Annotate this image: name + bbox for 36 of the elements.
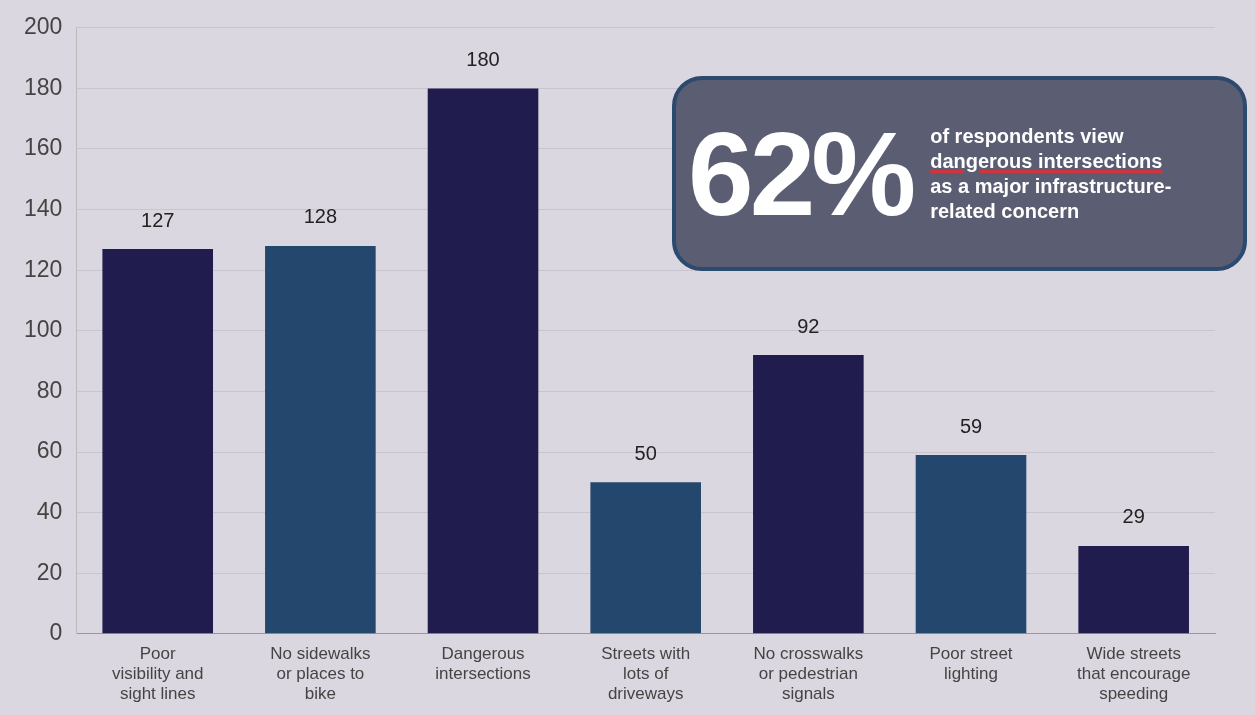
y-tick-label: 20	[36, 558, 63, 585]
annotation: of respondents view	[930, 123, 1125, 149]
data-label: 180	[466, 47, 500, 70]
x-tick-label: Dangerous intersections	[435, 643, 531, 684]
y-tick-label: 120	[24, 255, 63, 282]
x-tick-label: Streets with lots of driveways	[601, 643, 691, 704]
data-label: 59	[959, 414, 983, 437]
annotation: as a major infrastructure-related concern	[930, 173, 1173, 224]
x-tick-label: No crosswalks or pedestrian signals	[753, 643, 864, 704]
data-label: 29	[1122, 505, 1145, 528]
y-tick-label: 140	[24, 194, 63, 221]
y-tick-label: 160	[24, 134, 63, 161]
data-label: 127	[141, 208, 175, 231]
bar	[753, 355, 864, 634]
y-tick-label: 80	[36, 376, 63, 403]
y-tick-label: 40	[36, 497, 63, 524]
data-label: 50	[634, 441, 657, 464]
annotation: dangerous intersections	[930, 149, 1163, 172]
y-tick-label: 0	[49, 619, 63, 646]
annotation: 62%	[688, 106, 913, 242]
y-tick-label: 180	[24, 73, 63, 100]
y-tick-label: 100	[24, 316, 63, 343]
data-label: 128	[303, 205, 338, 228]
bar	[265, 245, 376, 634]
bar	[427, 88, 539, 634]
x-tick-label: No sidewalks or places to bike	[270, 643, 371, 704]
bar	[102, 248, 214, 634]
bar	[915, 455, 1027, 634]
bar	[590, 482, 701, 634]
x-tick-label: Wide streets that encourage speeding	[1076, 643, 1191, 704]
y-tick-label: 200	[24, 13, 63, 40]
data-label: 92	[797, 314, 820, 337]
bar	[1078, 545, 1189, 634]
y-tick-label: 60	[36, 437, 63, 464]
x-tick-label: Poor street lighting	[929, 643, 1013, 684]
x-tick-label: Poor visibility and sight lines	[111, 643, 204, 704]
